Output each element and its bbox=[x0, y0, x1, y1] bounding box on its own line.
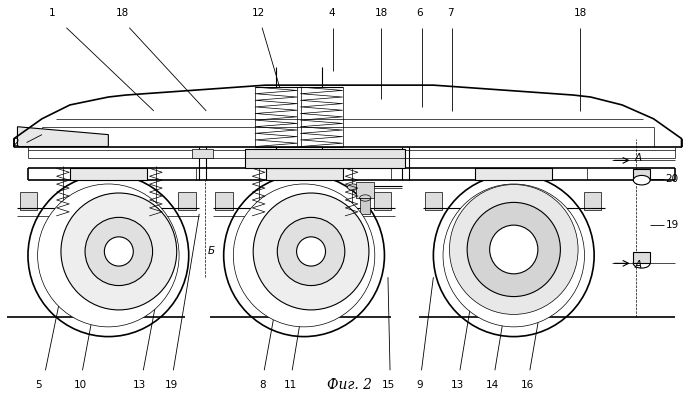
Circle shape bbox=[470, 208, 480, 213]
Circle shape bbox=[307, 299, 315, 304]
Bar bbox=[356, 182, 374, 198]
Bar bbox=[633, 169, 650, 180]
Bar bbox=[192, 148, 213, 158]
Text: 15: 15 bbox=[382, 380, 394, 390]
Text: А: А bbox=[635, 153, 642, 164]
Text: 13: 13 bbox=[134, 380, 146, 390]
Text: 2: 2 bbox=[12, 137, 19, 148]
Text: 9: 9 bbox=[416, 380, 423, 390]
Polygon shape bbox=[17, 127, 108, 147]
Circle shape bbox=[547, 286, 557, 291]
Bar bbox=[425, 192, 442, 210]
Circle shape bbox=[71, 274, 80, 279]
Circle shape bbox=[509, 302, 519, 307]
Ellipse shape bbox=[253, 193, 369, 310]
Ellipse shape bbox=[443, 184, 584, 327]
Text: 14: 14 bbox=[487, 380, 499, 390]
Circle shape bbox=[350, 224, 359, 228]
Bar bbox=[178, 192, 196, 210]
Circle shape bbox=[454, 247, 464, 252]
Ellipse shape bbox=[104, 237, 134, 266]
Bar bbox=[374, 192, 391, 210]
Ellipse shape bbox=[296, 237, 326, 266]
Ellipse shape bbox=[449, 185, 578, 314]
Text: 13: 13 bbox=[452, 380, 464, 390]
Ellipse shape bbox=[85, 217, 152, 286]
Circle shape bbox=[347, 184, 359, 190]
Text: 20: 20 bbox=[665, 174, 679, 184]
Text: 1: 1 bbox=[49, 8, 56, 18]
Circle shape bbox=[633, 175, 650, 185]
Text: 16: 16 bbox=[521, 380, 534, 390]
Text: Б: Б bbox=[208, 246, 215, 255]
Text: 7: 7 bbox=[447, 8, 454, 18]
Ellipse shape bbox=[489, 225, 538, 274]
Circle shape bbox=[509, 192, 519, 197]
Ellipse shape bbox=[233, 184, 375, 327]
Ellipse shape bbox=[61, 193, 177, 310]
Text: 12: 12 bbox=[252, 8, 265, 18]
Text: 18: 18 bbox=[375, 8, 387, 18]
Circle shape bbox=[350, 274, 359, 279]
Text: 18: 18 bbox=[116, 8, 129, 18]
Bar bbox=[360, 198, 370, 214]
Bar bbox=[70, 168, 147, 180]
Text: 19: 19 bbox=[165, 380, 178, 390]
Ellipse shape bbox=[28, 174, 189, 337]
Bar bbox=[584, 192, 601, 210]
Bar bbox=[245, 148, 405, 168]
Text: 5: 5 bbox=[35, 380, 42, 390]
Circle shape bbox=[633, 259, 650, 268]
Ellipse shape bbox=[433, 174, 594, 337]
Text: 18: 18 bbox=[574, 8, 586, 18]
Circle shape bbox=[307, 199, 315, 204]
Bar bbox=[215, 192, 233, 210]
Text: 4: 4 bbox=[329, 8, 336, 18]
Ellipse shape bbox=[467, 202, 561, 297]
Text: А: А bbox=[635, 260, 642, 270]
Text: 19: 19 bbox=[665, 220, 679, 230]
Circle shape bbox=[563, 247, 573, 252]
Text: 6: 6 bbox=[416, 8, 423, 18]
Circle shape bbox=[115, 199, 123, 204]
Ellipse shape bbox=[278, 217, 345, 286]
Circle shape bbox=[547, 208, 557, 213]
Bar bbox=[266, 168, 343, 180]
Circle shape bbox=[115, 299, 123, 304]
Text: 10: 10 bbox=[74, 380, 87, 390]
Text: 8: 8 bbox=[259, 380, 266, 390]
Ellipse shape bbox=[224, 174, 384, 337]
Bar bbox=[475, 168, 552, 180]
Ellipse shape bbox=[38, 184, 179, 327]
Circle shape bbox=[158, 224, 166, 228]
Circle shape bbox=[264, 224, 272, 228]
Bar bbox=[633, 252, 650, 263]
Circle shape bbox=[470, 286, 480, 291]
Circle shape bbox=[71, 224, 80, 228]
Bar bbox=[20, 192, 37, 210]
Circle shape bbox=[158, 274, 166, 279]
Circle shape bbox=[264, 274, 272, 279]
Text: 11: 11 bbox=[284, 380, 296, 390]
Text: Фиг. 2: Фиг. 2 bbox=[327, 378, 372, 392]
